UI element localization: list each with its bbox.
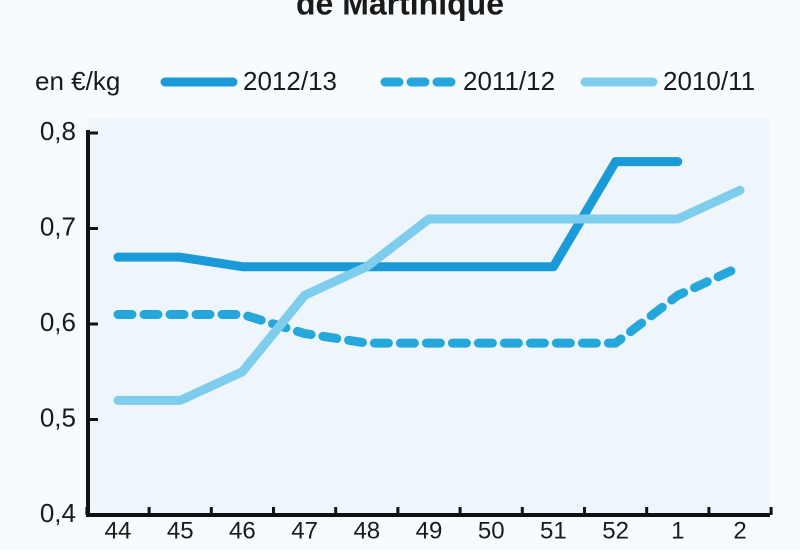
x-tick-label: 1 (671, 517, 684, 544)
y-tick-label: 0,4 (40, 498, 76, 528)
y-tick-label: 0,5 (40, 402, 76, 432)
plot-area (88, 118, 770, 515)
x-tick-label: 51 (540, 517, 567, 544)
x-tick-label: 47 (291, 517, 318, 544)
x-tick-label: 46 (229, 517, 256, 544)
x-tick-label: 50 (478, 517, 505, 544)
x-tick-label: 44 (105, 517, 132, 544)
chart-title: de Martinique (296, 0, 504, 21)
x-tick-label: 2 (733, 517, 746, 544)
x-tick-label: 48 (353, 517, 380, 544)
x-tick-label: 45 (167, 517, 194, 544)
y-tick-label: 0,8 (40, 116, 76, 146)
y-tick-label: 0,6 (40, 307, 76, 337)
legend-label: 2012/13 (243, 66, 337, 96)
series-line (113, 157, 683, 272)
series-line (113, 262, 745, 348)
legend-label: 2010/11 (663, 66, 755, 96)
legend-label: 2011/12 (463, 66, 555, 96)
y-axis-label: en €/kg (35, 66, 120, 96)
x-tick-label: 52 (602, 517, 629, 544)
series-line (113, 185, 745, 405)
y-tick-label: 0,7 (40, 211, 76, 241)
x-tick-label: 49 (416, 517, 443, 544)
